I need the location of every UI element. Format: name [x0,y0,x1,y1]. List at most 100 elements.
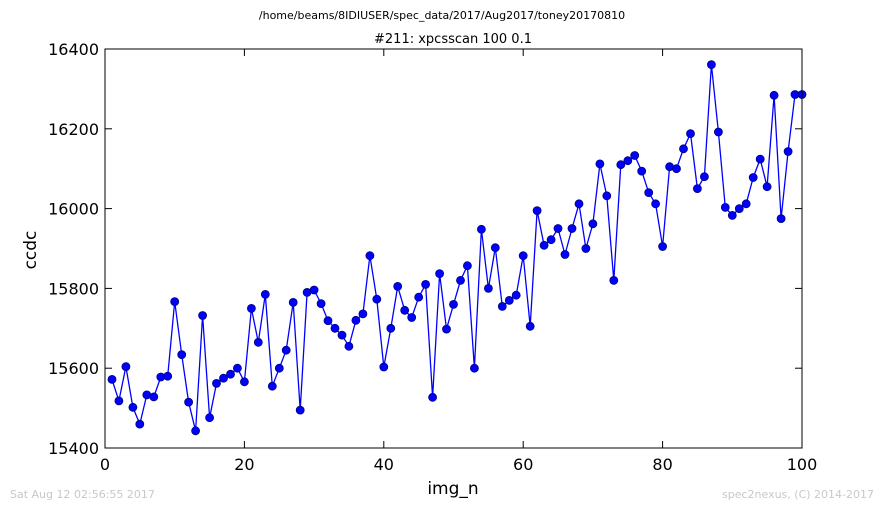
x-tick-label: 20 [234,455,254,474]
data-point [476,224,486,234]
data-point [351,315,361,325]
data-point [239,377,249,387]
data-point [700,172,709,182]
data-point [226,369,235,379]
data-point [177,350,187,360]
data-point [107,374,117,384]
data-point [198,311,208,320]
data-point [581,244,591,253]
data-point [560,250,570,259]
data-point [421,279,431,289]
data-point [358,309,368,319]
data-point [504,295,514,305]
data-point [483,283,493,293]
x-tick-label: 0 [100,455,110,474]
data-point [553,224,563,233]
data-point [574,199,584,209]
data-point [707,60,716,69]
data-point [184,397,194,407]
data-point [769,90,779,100]
data-point [288,297,298,307]
data-point [449,299,458,309]
data-point [741,199,751,209]
data-point [630,151,640,160]
data-point [518,251,528,261]
data-point [595,159,605,169]
data-point [407,313,417,322]
data-point [602,191,612,201]
data-point [114,396,124,406]
y-tick-label: 15400 [48,439,99,458]
x-tick-label: 100 [787,455,818,474]
data-point [253,337,263,347]
x-axis-tick-labels: 0 20 40 60 80 100 [100,455,817,474]
data-point [609,275,619,285]
data-point [379,362,389,372]
data-point [686,129,695,139]
data-point [672,164,681,174]
y-tick-label: 16000 [48,200,99,219]
data-point [651,199,660,209]
data-point [623,156,633,166]
data-point [734,204,744,214]
data-point [539,240,549,250]
data-point [191,426,201,436]
data-point [497,301,507,311]
y-tick-label: 16400 [48,40,99,59]
data-point [205,413,215,423]
data-point [679,144,688,154]
data-point [748,173,758,182]
data-point [588,219,598,229]
x-tick-label: 80 [652,455,672,474]
data-point [344,341,354,351]
data-point [714,127,723,137]
data-point [149,392,159,402]
data-point [135,419,145,429]
data-point [567,224,577,233]
data-point [456,275,465,285]
data-point [693,184,702,194]
data-point [330,323,340,333]
data-point [442,324,451,334]
data-point [400,305,410,315]
data-point [212,378,221,388]
data-point [644,188,654,198]
footer-timestamp: Sat Aug 12 02:56:55 2017 [10,488,155,501]
data-point [525,321,535,331]
data-point [281,345,291,355]
data-point [776,214,786,224]
data-point [783,147,793,156]
data-point [246,303,256,313]
data-point [121,362,131,372]
data-point [616,160,626,170]
data-point [274,363,284,373]
y-axis-tick-labels: 15400 15600 15800 16000 16200 16400 [48,40,99,458]
y-axis-label: ccdc [21,231,41,270]
data-point [462,261,472,271]
data-point [532,206,542,216]
data-point [490,243,500,253]
data-point [546,235,556,245]
data-point [720,202,730,212]
x-tick-label: 40 [374,455,394,474]
data-point [316,299,326,309]
data-point [337,330,347,340]
data-point [232,363,242,373]
series-points [107,60,807,436]
y-tick-label: 15800 [48,279,99,298]
data-point [170,297,180,307]
y-tick-label: 15600 [48,359,99,378]
data-point [658,242,667,251]
plot-frame [104,48,803,449]
data-point [372,294,382,304]
data-point [295,405,305,415]
data-point [386,323,396,333]
data-point [755,154,765,164]
data-point [762,182,772,192]
y-tick-label: 16200 [48,120,99,139]
data-point [323,316,333,326]
data-point [128,402,138,412]
data-point [511,290,521,300]
data-point [428,392,438,402]
